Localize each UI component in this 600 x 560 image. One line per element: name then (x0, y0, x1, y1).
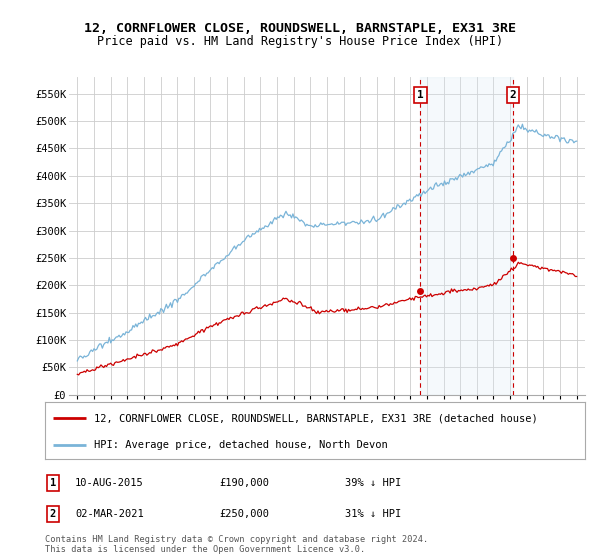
Text: 12, CORNFLOWER CLOSE, ROUNDSWELL, BARNSTAPLE, EX31 3RE (detached house): 12, CORNFLOWER CLOSE, ROUNDSWELL, BARNST… (94, 413, 538, 423)
Text: 1: 1 (50, 478, 56, 488)
Text: £190,000: £190,000 (219, 478, 269, 488)
Text: HPI: Average price, detached house, North Devon: HPI: Average price, detached house, Nort… (94, 440, 388, 450)
Text: Contains HM Land Registry data © Crown copyright and database right 2024.
This d: Contains HM Land Registry data © Crown c… (45, 535, 428, 554)
Text: 31% ↓ HPI: 31% ↓ HPI (345, 509, 401, 519)
Text: 02-MAR-2021: 02-MAR-2021 (75, 509, 144, 519)
Text: 10-AUG-2015: 10-AUG-2015 (75, 478, 144, 488)
Text: 39% ↓ HPI: 39% ↓ HPI (345, 478, 401, 488)
Text: 12, CORNFLOWER CLOSE, ROUNDSWELL, BARNSTAPLE, EX31 3RE: 12, CORNFLOWER CLOSE, ROUNDSWELL, BARNST… (84, 22, 516, 35)
Text: 2: 2 (50, 509, 56, 519)
Text: Price paid vs. HM Land Registry's House Price Index (HPI): Price paid vs. HM Land Registry's House … (97, 35, 503, 48)
Text: 1: 1 (417, 90, 424, 100)
Text: 2: 2 (509, 90, 517, 100)
Bar (421, 77, 513, 395)
Text: £250,000: £250,000 (219, 509, 269, 519)
